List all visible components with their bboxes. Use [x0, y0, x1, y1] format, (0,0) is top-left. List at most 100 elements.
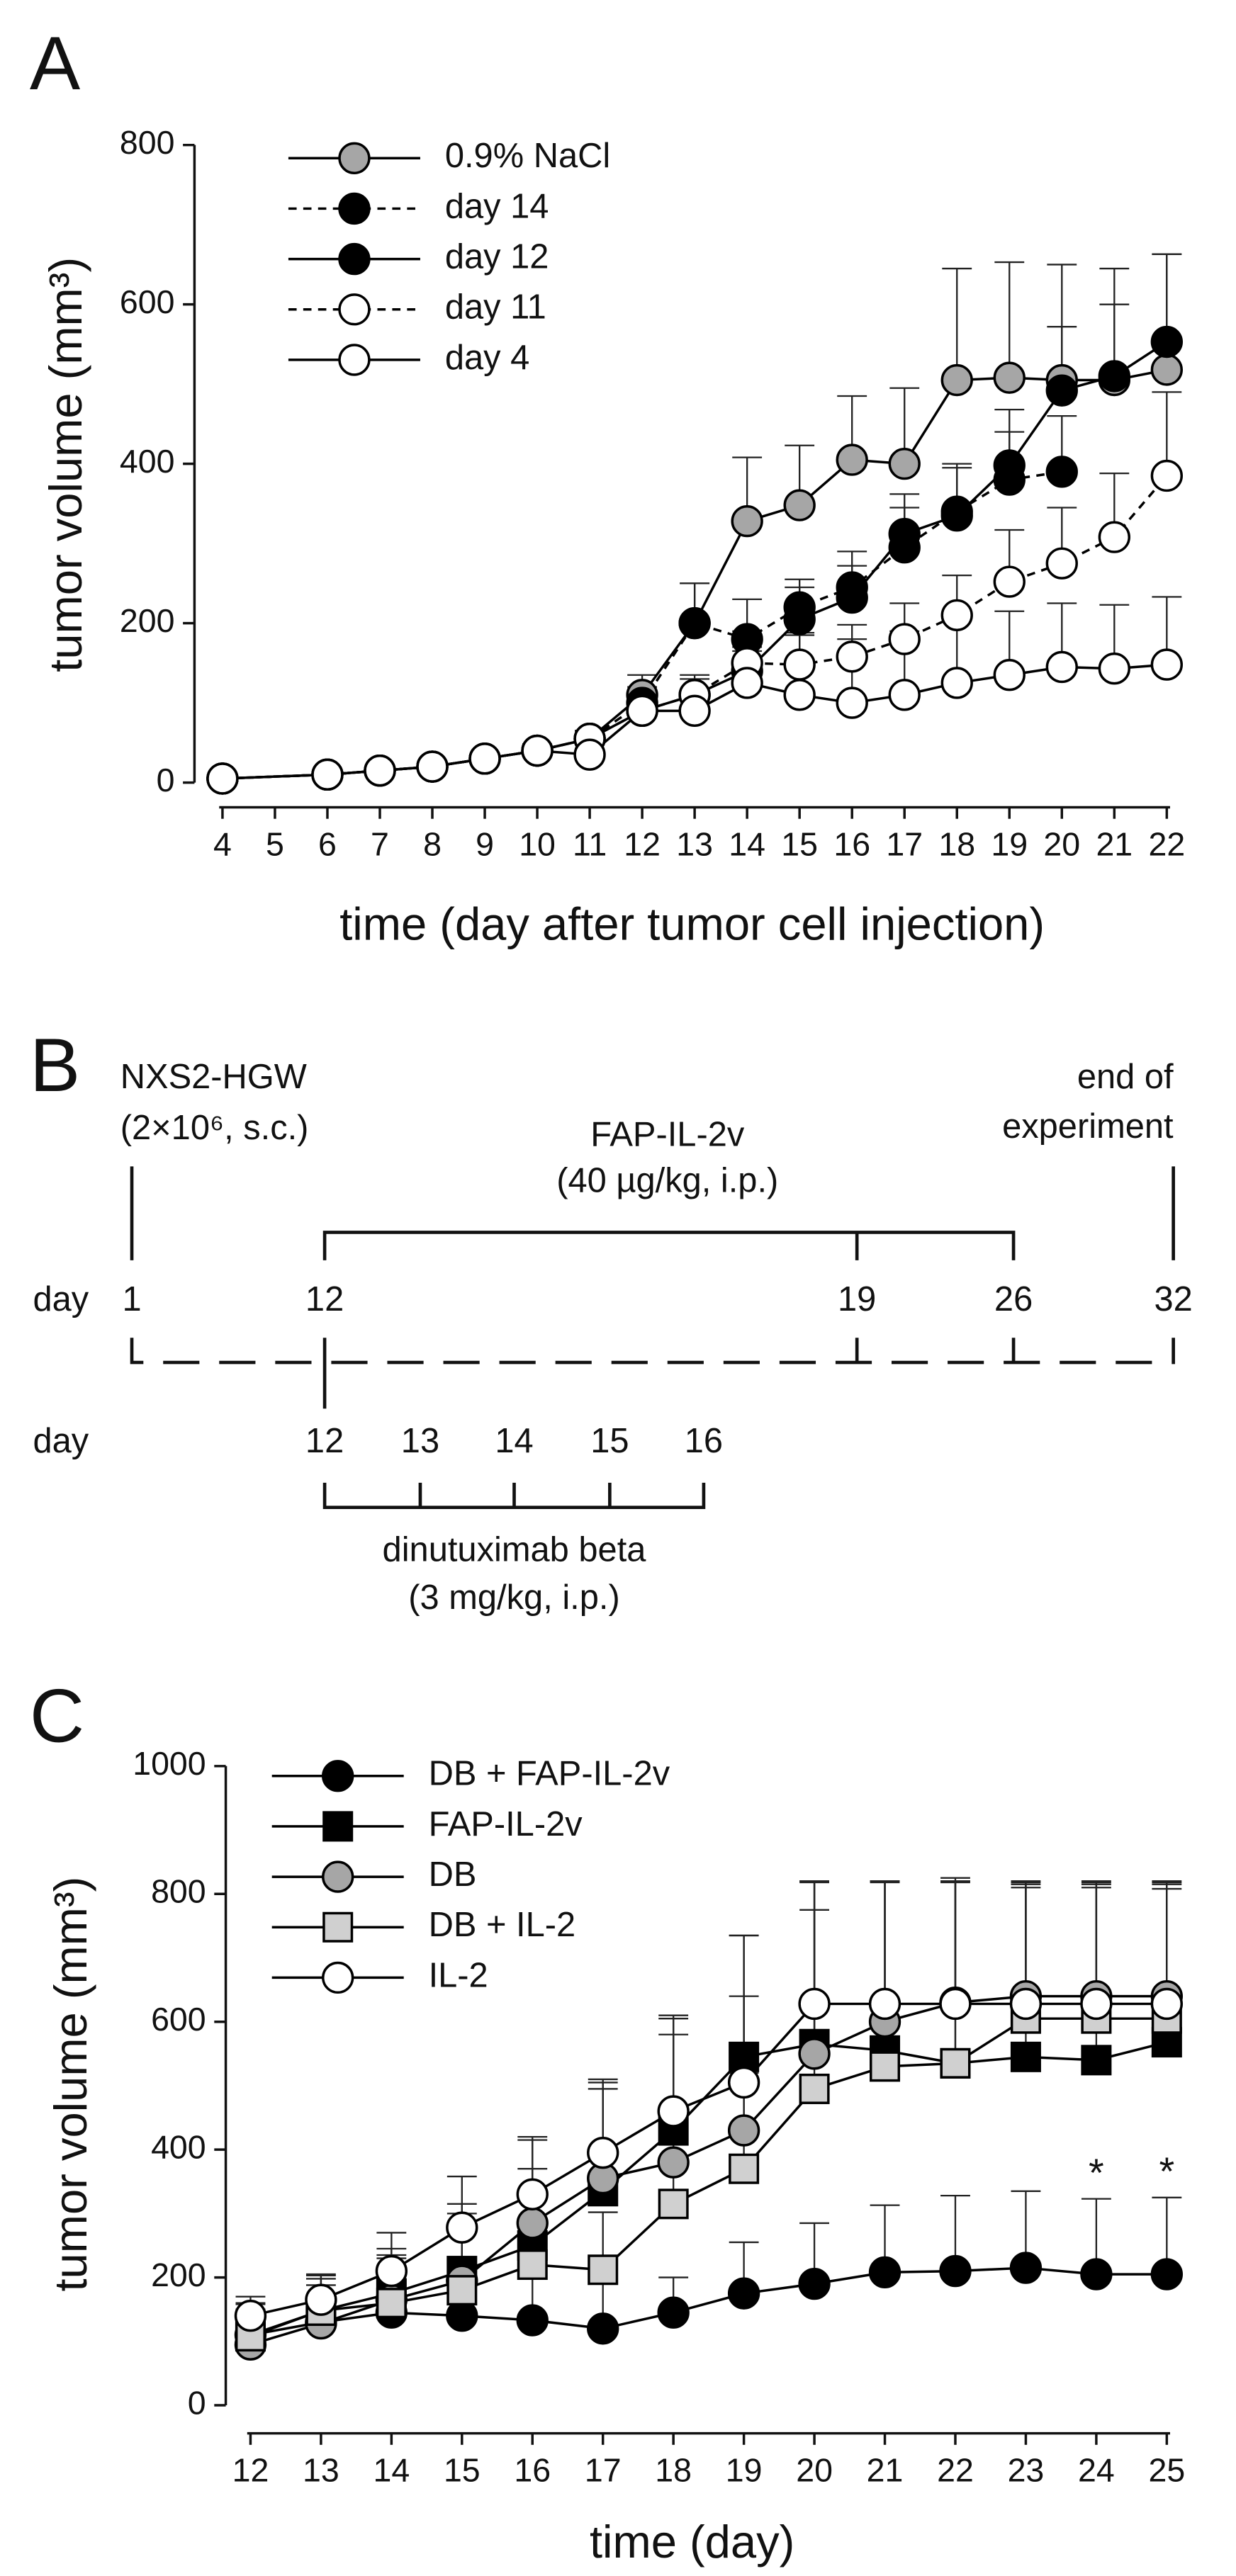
- marker: [573, 738, 606, 771]
- marker: [516, 2304, 549, 2337]
- marker: [364, 755, 396, 787]
- legend-label: day 14: [445, 187, 549, 225]
- marker: [783, 489, 816, 521]
- marker: [338, 242, 371, 276]
- marker: [940, 499, 973, 532]
- marker: [1098, 653, 1130, 685]
- x-tick-label: 13: [676, 826, 713, 863]
- y-tick-label: 600: [120, 283, 175, 320]
- x-tick-label: 11: [573, 826, 607, 863]
- start-label: NXS2-HGW: [120, 1058, 307, 1096]
- marker: [517, 2249, 548, 2281]
- x-tick-label: 25: [1148, 2452, 1185, 2489]
- x-tick-label: 20: [796, 2452, 833, 2489]
- marker: [322, 1911, 354, 1943]
- marker: [1009, 1987, 1043, 2021]
- marker: [626, 694, 658, 728]
- marker: [516, 2178, 549, 2210]
- marker: [1045, 650, 1078, 684]
- day-label: 19: [838, 1280, 876, 1318]
- x-tick-label: 21: [867, 2452, 904, 2489]
- marker: [1150, 354, 1184, 386]
- marker: [322, 1860, 354, 1893]
- marker: [587, 2136, 619, 2169]
- marker: [727, 2277, 760, 2310]
- y-tick-label: 400: [120, 443, 175, 480]
- y-tick-label: 800: [120, 124, 175, 161]
- marker: [939, 1987, 972, 2021]
- marker: [1009, 2252, 1043, 2284]
- error-bar: [870, 1881, 900, 2004]
- legend-label: day 4: [445, 339, 529, 377]
- marker: [446, 2275, 478, 2306]
- legend-label: IL-2: [429, 1956, 488, 1994]
- marker: [658, 2188, 689, 2220]
- y-tick-label: 200: [151, 2256, 206, 2293]
- x-tick-label: 18: [938, 826, 975, 863]
- x-tick-label: 8: [423, 826, 442, 863]
- marker: [783, 679, 816, 711]
- timeline: B NXS2-HGW (2×10⁶, s.c.) end of experime…: [30, 1022, 1193, 1617]
- marker: [798, 1987, 831, 2021]
- marker: [940, 667, 973, 699]
- marker: [416, 750, 449, 783]
- marker: [729, 2153, 760, 2184]
- y-tick-label: 800: [151, 1873, 206, 1910]
- error-bar: [799, 1881, 830, 2004]
- legend-label: DB + FAP-IL-2v: [429, 1755, 670, 1793]
- x-tick-label: 15: [444, 2452, 481, 2489]
- x-tick-label: 16: [514, 2452, 551, 2489]
- marker: [1080, 1987, 1113, 2021]
- marker: [516, 2207, 549, 2239]
- x-tick-label: 4: [213, 826, 232, 863]
- marker: [836, 444, 868, 476]
- marker: [1150, 648, 1184, 681]
- day-label: 12: [305, 1280, 344, 1318]
- legend-label: DB: [429, 1855, 477, 1894]
- x-tick-label: 14: [729, 826, 765, 863]
- x-tick-label: 12: [624, 826, 661, 863]
- marker: [888, 447, 921, 480]
- x-tick-label: 24: [1078, 2452, 1115, 2489]
- marker: [322, 1961, 354, 1994]
- marker: [888, 623, 921, 655]
- day-label: 12: [305, 1422, 344, 1460]
- marker: [993, 449, 1026, 482]
- marker: [783, 648, 816, 681]
- bracket: [322, 1482, 706, 1510]
- marker: [446, 2211, 478, 2244]
- x-tick-label: 5: [266, 826, 284, 863]
- marker: [939, 2254, 972, 2288]
- bracket: [322, 1231, 1016, 1260]
- marker: [993, 659, 1026, 691]
- panel-letter: C: [30, 1673, 84, 1758]
- marker: [836, 687, 868, 719]
- marker: [1150, 459, 1184, 492]
- marker: [1081, 2045, 1112, 2076]
- x-tick-label: 16: [833, 826, 870, 863]
- y-tick-label: 600: [151, 2001, 206, 2038]
- x-tick-label: 17: [886, 826, 923, 863]
- marker: [338, 192, 371, 225]
- timeline-axis: [130, 1338, 1175, 1365]
- y-tick-label: 400: [151, 2128, 206, 2165]
- end-label: experiment: [1002, 1107, 1174, 1146]
- marker: [1010, 2041, 1041, 2072]
- x-tick-label: 22: [1148, 826, 1185, 863]
- legend-label: DB + IL-2: [429, 1906, 576, 1944]
- marker: [521, 734, 554, 767]
- marker: [468, 742, 501, 775]
- treatment-label: dinutuximab beta: [383, 1530, 647, 1569]
- x-tick-label: 6: [318, 826, 337, 863]
- annotation: *: [1089, 2150, 1104, 2195]
- x-tick-label: 15: [781, 826, 818, 863]
- x-tick-label: 12: [232, 2452, 269, 2489]
- marker: [376, 2288, 407, 2319]
- marker: [729, 2041, 760, 2072]
- marker: [993, 565, 1026, 598]
- marker: [1150, 325, 1184, 358]
- marker: [322, 1811, 354, 1842]
- marker: [940, 599, 973, 632]
- x-tick-label: 7: [371, 826, 389, 863]
